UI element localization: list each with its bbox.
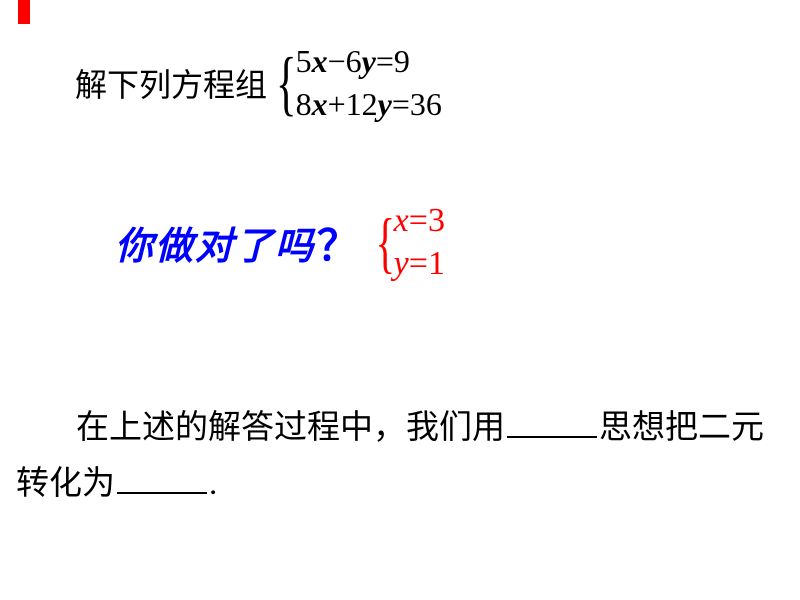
problem-line: 解下列方程组 { 5x−6y=9 8x+12y=36 bbox=[75, 40, 442, 126]
question-mark: ？ bbox=[317, 212, 359, 273]
para-text-2: 思想把二元 bbox=[599, 410, 764, 446]
problem-prompt: 解下列方程组 bbox=[75, 60, 267, 106]
blank-1[interactable] bbox=[507, 410, 597, 438]
brace-icon: { bbox=[276, 51, 297, 116]
op: − bbox=[328, 43, 346, 79]
equation-1: 5x−6y=9 bbox=[296, 40, 442, 83]
para-text-3: 转化为 bbox=[16, 466, 115, 502]
var-x: x bbox=[312, 86, 328, 122]
equation-system: 5x−6y=9 8x+12y=36 bbox=[296, 40, 442, 126]
val: 3 bbox=[428, 202, 445, 239]
var-x: x bbox=[312, 43, 328, 79]
solution-system: x=3 y=1 bbox=[394, 200, 445, 285]
coef: 5 bbox=[296, 43, 312, 79]
equals: = bbox=[409, 245, 428, 282]
rhs: 36 bbox=[410, 86, 442, 122]
rhs: 9 bbox=[394, 43, 410, 79]
solution-1: x=3 bbox=[394, 200, 445, 243]
equation-2: 8x+12y=36 bbox=[296, 83, 442, 126]
equals: = bbox=[409, 202, 428, 239]
var-y: y bbox=[378, 86, 392, 122]
val: 1 bbox=[428, 245, 445, 282]
blank-2[interactable] bbox=[117, 466, 207, 494]
equals: = bbox=[392, 86, 410, 122]
red-marker bbox=[18, 0, 30, 24]
coef: 12 bbox=[346, 86, 378, 122]
var-y: y bbox=[394, 245, 409, 282]
para-text-1: 在上述的解答过程中，我们用 bbox=[76, 410, 505, 446]
check-text: 你做对了吗 bbox=[115, 215, 315, 270]
var-x: x bbox=[394, 202, 409, 239]
op: + bbox=[328, 86, 346, 122]
var-y: y bbox=[362, 43, 376, 79]
fill-blank-paragraph: 在上述的解答过程中，我们用 思想把二元转化为. bbox=[16, 400, 780, 512]
equals: = bbox=[376, 43, 394, 79]
coef: 6 bbox=[346, 43, 362, 79]
check-line: 你做对了吗？ { x=3 y=1 bbox=[115, 200, 445, 285]
solution-2: y=1 bbox=[394, 243, 445, 286]
para-text-4: . bbox=[209, 466, 217, 502]
brace-icon: { bbox=[376, 212, 396, 273]
coef: 8 bbox=[296, 86, 312, 122]
